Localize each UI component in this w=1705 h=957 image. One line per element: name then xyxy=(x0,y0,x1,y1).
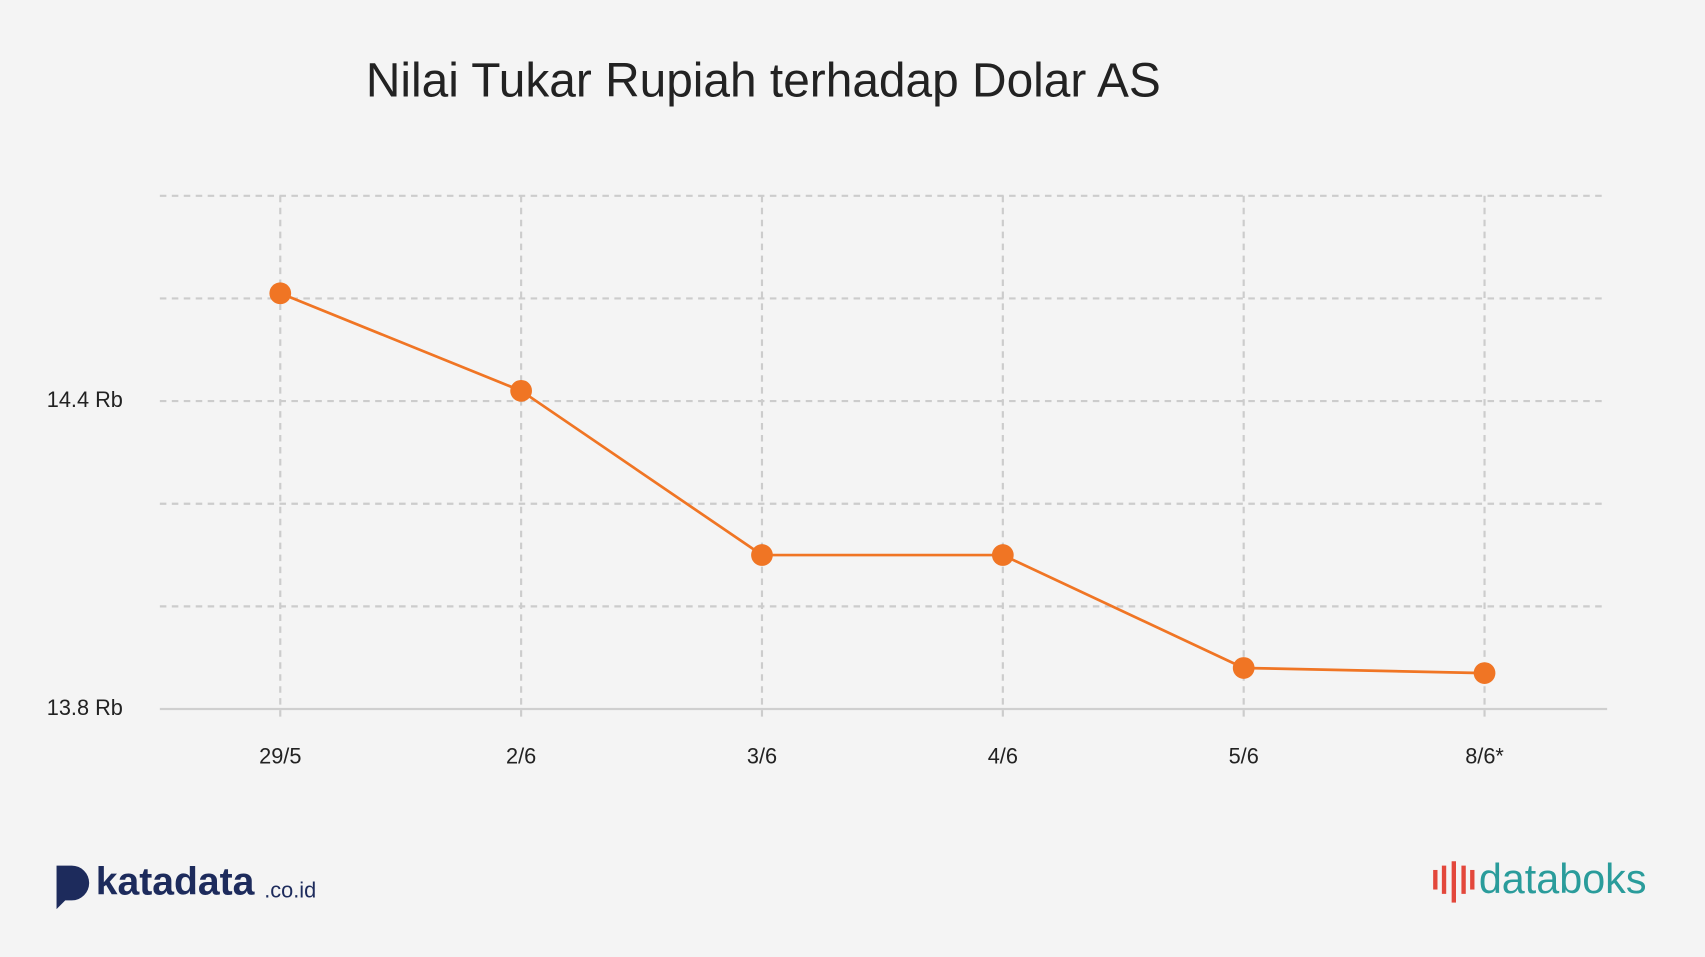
katadata-logo: katadata .co.id xyxy=(56,860,316,910)
point xyxy=(1473,662,1496,684)
x-tick-label: 29/5 xyxy=(259,744,301,769)
point xyxy=(991,544,1014,566)
logo-suffix: .co.id xyxy=(264,877,316,902)
logo-icon xyxy=(1433,861,1475,903)
chart-title: Nilai Tukar Rupiah terhadap Dolar AS xyxy=(366,54,1161,107)
point xyxy=(269,282,292,305)
x-tick-label: 8/6* xyxy=(1465,744,1504,769)
x-tick-label: 4/6 xyxy=(988,744,1018,769)
line xyxy=(279,292,1485,675)
point xyxy=(510,379,532,402)
logo-text: databoks xyxy=(1479,856,1647,902)
y-tick-label: 13.8 Rb xyxy=(47,695,123,720)
point xyxy=(1232,657,1255,679)
logo-text: katadata xyxy=(96,860,256,903)
databoks-logo: databoks xyxy=(1433,856,1647,903)
point xyxy=(751,544,773,566)
x-tick-label: 2/6 xyxy=(506,744,536,769)
logo-icon xyxy=(56,865,90,910)
x-tick-label: 5/6 xyxy=(1229,744,1259,769)
y-tick-label: 14.4 Rb xyxy=(47,387,123,412)
x-tick-label: 3/6 xyxy=(747,744,777,769)
